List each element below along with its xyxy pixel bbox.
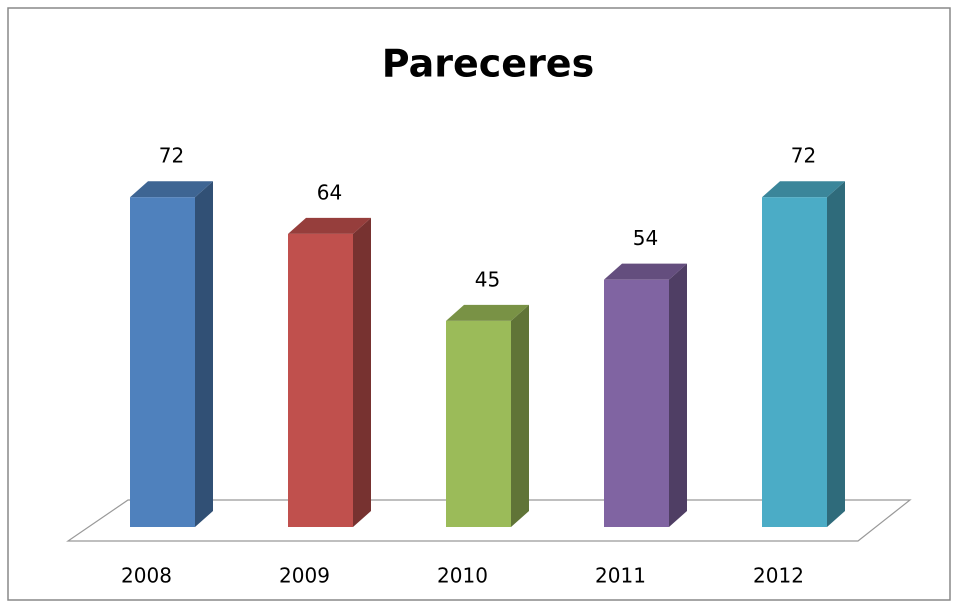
bar — [446, 320, 511, 527]
bar-side — [195, 181, 213, 528]
bar — [288, 233, 353, 527]
bar-top — [446, 304, 529, 321]
data-label: 72 — [791, 144, 816, 168]
x-tick-label: 2012 — [753, 564, 804, 588]
chart-title: Pareceres — [382, 42, 594, 86]
bar-side — [669, 263, 687, 527]
x-tick-label: 2010 — [437, 564, 488, 588]
data-label: 72 — [159, 144, 184, 168]
bar-side — [511, 304, 529, 527]
data-label: 45 — [475, 267, 500, 291]
x-tick-label: 2011 — [595, 564, 646, 588]
x-tick-label: 2008 — [121, 564, 172, 588]
bar-top — [130, 181, 213, 198]
bar — [762, 197, 827, 528]
bar-top — [288, 217, 371, 234]
data-label: 54 — [633, 226, 658, 250]
x-tick-label: 2009 — [279, 564, 330, 588]
bar — [604, 279, 669, 527]
bar-top — [762, 181, 845, 198]
bar-top — [604, 263, 687, 280]
bar-side — [353, 217, 371, 527]
data-label: 64 — [317, 180, 342, 204]
bar-side — [827, 181, 845, 528]
bar — [130, 197, 195, 528]
